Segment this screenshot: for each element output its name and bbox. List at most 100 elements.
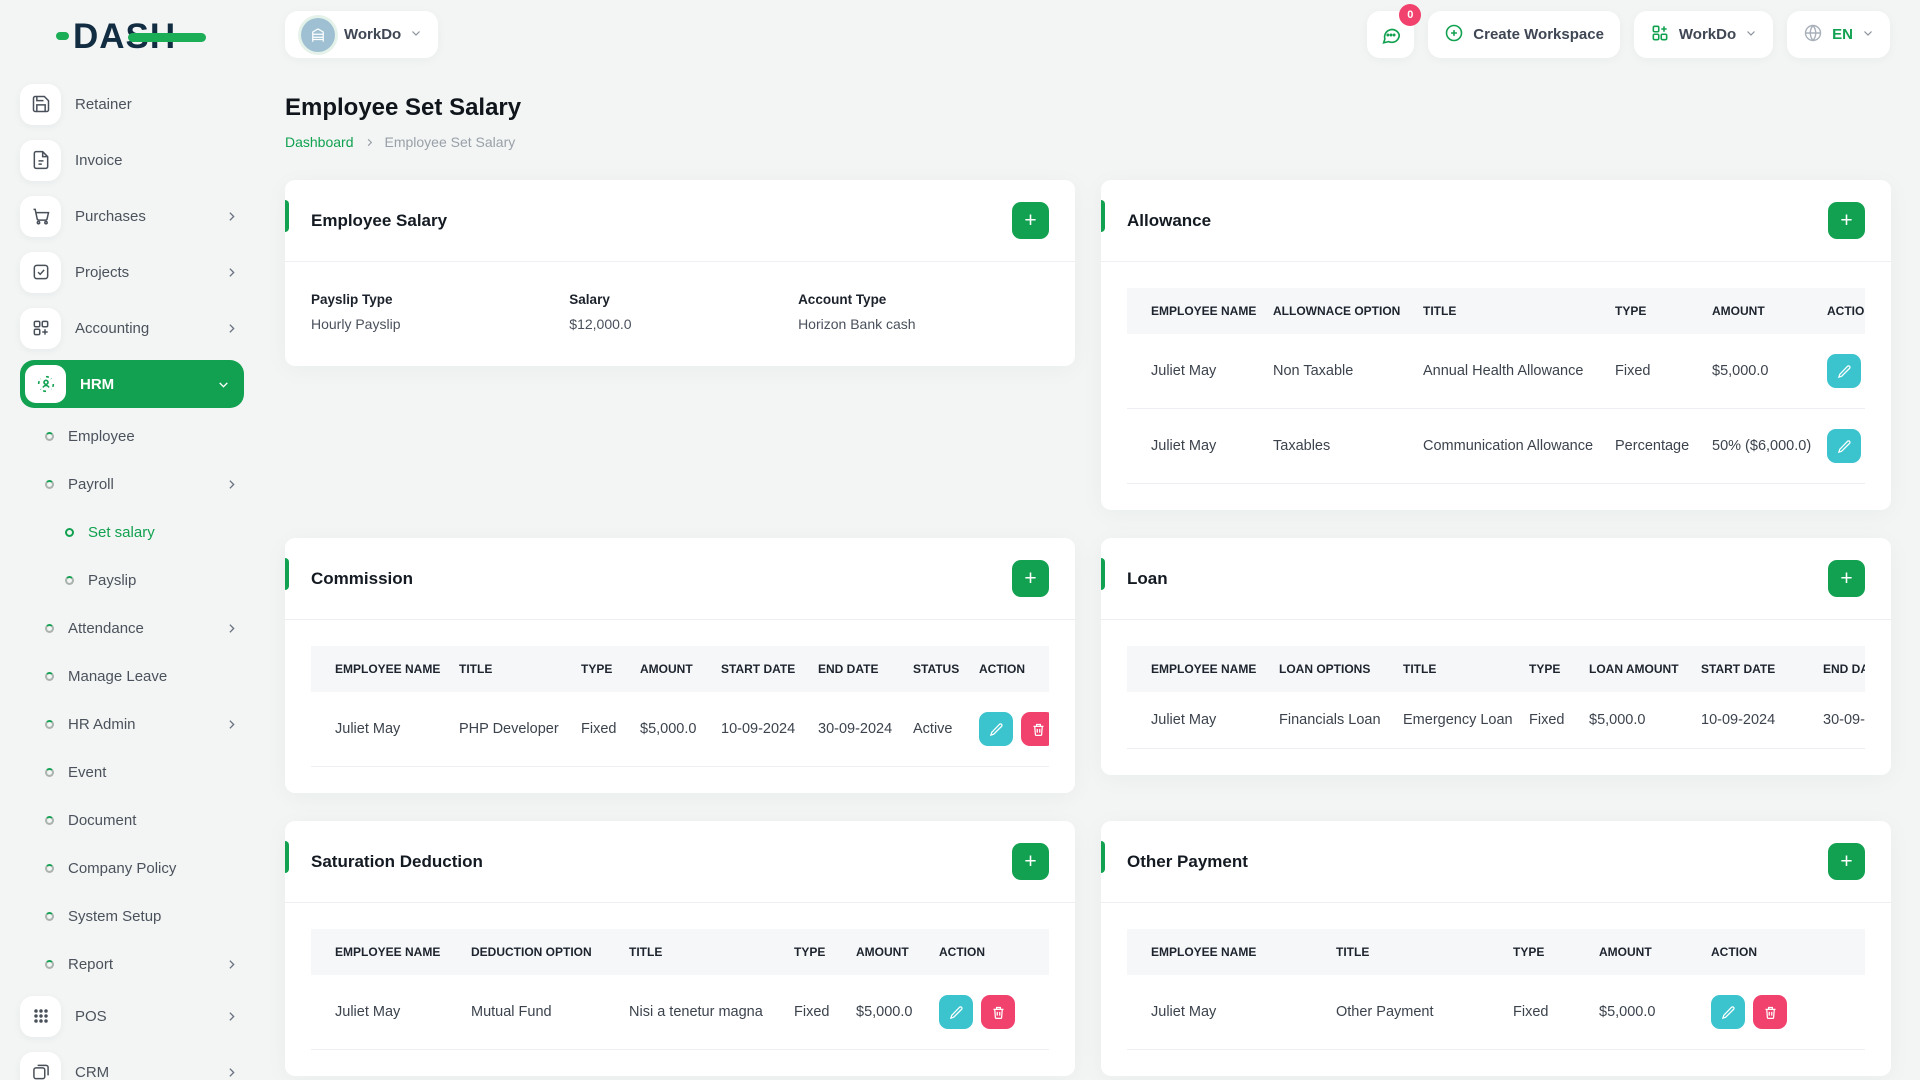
add-loan-button[interactable]: +	[1828, 560, 1865, 597]
cell: Non Taxable	[1273, 334, 1423, 409]
language-label: EN	[1832, 26, 1853, 43]
edit-button[interactable]	[1827, 429, 1861, 463]
sidebar-item-label: Manage Leave	[68, 667, 168, 685]
allowance-card: Allowance + EMPLOYEE NAME ALLOWNACE OPTI…	[1101, 180, 1891, 510]
sidebar-item-pos[interactable]: POS	[20, 988, 244, 1044]
sidebar-item-projects[interactable]: Projects	[20, 244, 244, 300]
col-header: ALLOWNACE OPTION	[1273, 288, 1423, 334]
cell: Juliet May	[311, 692, 459, 767]
loan-card: Loan + EMPLOYEE NAME LOAN OPTIONS TITLE …	[1101, 538, 1891, 775]
app-logo[interactable]: DASH	[0, 0, 258, 72]
edit-button[interactable]	[1711, 995, 1745, 1029]
cell: Nisi a tenetur magna	[629, 975, 794, 1050]
col-header: ACTION	[939, 929, 1049, 975]
col-header: AMOUNT	[1712, 288, 1827, 334]
create-workspace-button[interactable]: Create Workspace	[1428, 11, 1620, 58]
cell: Fixed	[1615, 334, 1712, 409]
sidebar-item-label: HRM	[80, 375, 115, 393]
sidebar-item-manage-leave[interactable]: Manage Leave	[20, 652, 244, 700]
col-header: DEDUCTION OPTION	[471, 929, 629, 975]
bullet-icon	[45, 959, 54, 969]
pos-grid-icon	[20, 995, 61, 1037]
sidebar-item-set-salary[interactable]: Set salary	[20, 508, 244, 556]
edit-button[interactable]	[979, 712, 1013, 746]
workspace-selector[interactable]: WorkDo	[285, 11, 439, 58]
bullet-icon	[45, 911, 54, 921]
bullet-icon	[45, 671, 54, 681]
logo-bar-icon	[128, 33, 206, 42]
breadcrumb-dashboard-link[interactable]: Dashboard	[285, 134, 354, 150]
bullet-icon	[45, 815, 54, 825]
chevron-right-icon	[225, 1066, 238, 1079]
table-row: Juliet May PHP Developer Fixed $5,000.0 …	[311, 692, 1049, 767]
sidebar-item-employee[interactable]: Employee	[20, 412, 244, 460]
card-title: Allowance	[1127, 210, 1212, 230]
add-other-payment-button[interactable]: +	[1828, 843, 1865, 880]
sidebar-item-accounting[interactable]: Accounting	[20, 300, 244, 356]
cell: Fixed	[1529, 692, 1589, 749]
edit-button[interactable]	[1827, 354, 1861, 388]
card-title: Other Payment	[1127, 851, 1248, 871]
sidebar-item-crm[interactable]: CRM	[20, 1044, 244, 1080]
bullet-icon	[45, 623, 54, 633]
col-header: START DATE	[721, 646, 818, 692]
employee-salary-card: Employee Salary + Payslip Type Hourly Pa…	[285, 180, 1075, 366]
sidebar-item-label: Event	[68, 763, 107, 781]
col-header: EMPLOYEE NAME	[311, 929, 471, 975]
col-header: AMOUNT	[640, 646, 721, 692]
cell: $5,000.0	[856, 975, 939, 1050]
add-allowance-button[interactable]: +	[1828, 202, 1865, 239]
card-title: Loan	[1127, 568, 1168, 588]
invoice-icon	[20, 139, 61, 181]
sidebar-item-retainer[interactable]: Retainer	[20, 76, 244, 132]
sidebar-item-report[interactable]: Report	[20, 940, 244, 988]
sidebar-item-company-policy[interactable]: Company Policy	[20, 844, 244, 892]
delete-button[interactable]	[981, 995, 1015, 1029]
allowance-table: EMPLOYEE NAME ALLOWNACE OPTION TITLE TYP…	[1127, 288, 1865, 484]
card-title: Commission	[311, 568, 414, 588]
sidebar-item-label: Projects	[75, 263, 130, 281]
col-header: TITLE	[459, 646, 581, 692]
col-header: TYPE	[581, 646, 640, 692]
sidebar-item-system-setup[interactable]: System Setup	[20, 892, 244, 940]
cell: Juliet May	[1127, 408, 1273, 484]
globe-icon	[1803, 23, 1823, 47]
cell: 30-09-2024	[818, 692, 913, 767]
chevron-down-icon	[410, 26, 422, 43]
card-title: Saturation Deduction	[311, 851, 483, 871]
breadcrumb: Dashboard Employee Set Salary	[285, 134, 1890, 150]
sidebar-item-invoice[interactable]: Invoice	[20, 132, 244, 188]
sidebar-item-hrm[interactable]: HRM	[20, 360, 244, 408]
col-header: LOAN OPTIONS	[1279, 646, 1403, 692]
table-row: Juliet May Taxables Communication Allowa…	[1127, 408, 1865, 484]
sidebar-item-document[interactable]: Document	[20, 796, 244, 844]
apps-menu-button[interactable]: WorkDo	[1633, 11, 1774, 58]
sidebar-item-payroll[interactable]: Payroll	[20, 460, 244, 508]
sidebar-item-label: CRM	[75, 1063, 110, 1080]
delete-button[interactable]	[1753, 995, 1787, 1029]
sidebar-item-payslip[interactable]: Payslip	[20, 556, 244, 604]
bullet-icon	[65, 575, 74, 585]
add-employee-salary-button[interactable]: +	[1012, 202, 1049, 239]
cell: Emergency Loan	[1403, 692, 1529, 749]
sidebar-item-hr-admin[interactable]: HR Admin	[20, 700, 244, 748]
sidebar-nav: Retainer Invoice Purchases Projects	[0, 72, 258, 1080]
delete-button[interactable]	[1021, 712, 1049, 746]
saturation-deduction-table: EMPLOYEE NAME DEDUCTION OPTION TITLE TYP…	[311, 929, 1049, 1050]
sidebar-item-label: Report	[68, 955, 114, 973]
sidebar-item-purchases[interactable]: Purchases	[20, 188, 244, 244]
col-header: TITLE	[1336, 929, 1513, 975]
col-header: TITLE	[629, 929, 794, 975]
edit-button[interactable]	[939, 995, 973, 1029]
sidebar-item-attendance[interactable]: Attendance	[20, 604, 244, 652]
cell: 50% ($6,000.0)	[1712, 408, 1827, 484]
col-header: END DATE	[1823, 646, 1865, 692]
messages-button[interactable]: 0	[1367, 4, 1422, 58]
sidebar-item-event[interactable]: Event	[20, 748, 244, 796]
bullet-icon	[45, 431, 54, 441]
language-selector[interactable]: EN	[1787, 11, 1890, 58]
col-header: STATUS	[913, 646, 979, 692]
add-commission-button[interactable]: +	[1012, 560, 1049, 597]
field-label: Salary	[569, 292, 610, 307]
add-saturation-deduction-button[interactable]: +	[1012, 843, 1049, 880]
